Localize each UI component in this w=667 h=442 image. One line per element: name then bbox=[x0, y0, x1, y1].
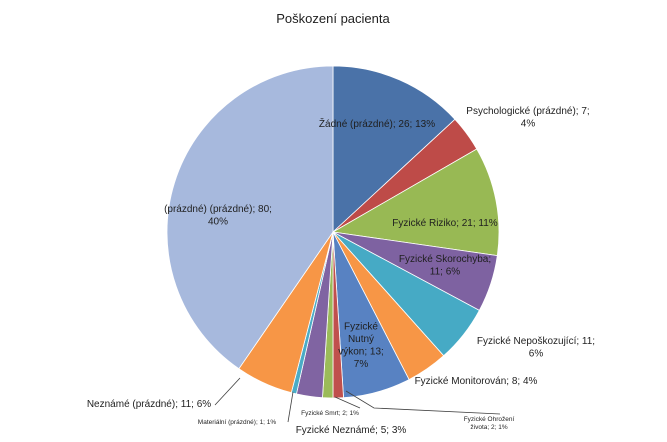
data-label-12: (prázdné) (prázdné); 80; 40% bbox=[164, 204, 272, 228]
data-label-0: Žádné (prázdné); 26; 13% bbox=[319, 117, 435, 130]
data-label-line: Fyzické bbox=[344, 321, 378, 332]
chart-title: Poškození pacienta bbox=[276, 11, 390, 26]
data-label-line: 40% bbox=[208, 216, 228, 227]
data-label-line: Neznámé (prázdné); 11; 6% bbox=[87, 399, 211, 410]
data-label-2: Fyzické Riziko; 21; 11% bbox=[392, 218, 498, 229]
data-label-line: Fyzické Monitorován; 8; 4% bbox=[415, 376, 538, 387]
data-label-line: Nutný bbox=[348, 334, 374, 345]
data-label-3: Fyzické Skorochyba; 11; 6% bbox=[399, 254, 491, 278]
data-label-line: Fyzické Neznámé; 5; 3% bbox=[296, 425, 407, 436]
leader-lines bbox=[214, 377, 501, 423]
data-label-line: Fyzické Nepoškozující; 11; bbox=[477, 336, 595, 347]
data-label-10: Materiální (prázdné); 1; 1% bbox=[198, 419, 277, 426]
data-label-line: výkon; 13; bbox=[338, 346, 384, 357]
data-label-line: Fyzické Skorochyba; bbox=[399, 254, 491, 265]
leader-line-11 bbox=[214, 377, 241, 406]
data-label-11: Neznámé (prázdné); 11; 6% bbox=[87, 399, 211, 410]
data-label-line: Žádné (prázdné); 26; 13% bbox=[319, 117, 435, 130]
leader-line-7 bbox=[345, 390, 501, 415]
data-label-9: Fyzické Neznámé; 5; 3% bbox=[296, 425, 407, 436]
data-label-line: (prázdné) (prázdné); 80; bbox=[164, 204, 272, 215]
data-label-line: 4% bbox=[521, 118, 536, 129]
data-label-7: Fyzické Ohrožení života; 2; 1% bbox=[464, 416, 515, 431]
data-label-line: Psychologické (prázdné); 7; bbox=[466, 106, 589, 117]
pie-slice-12 bbox=[166, 65, 334, 370]
leader-line-10 bbox=[287, 391, 294, 423]
data-label-8: Fyzické Smrt; 2; 1% bbox=[301, 410, 359, 417]
data-label-line: Fyzické Smrt; 2; 1% bbox=[301, 410, 359, 417]
data-label-line: 11; 6% bbox=[430, 266, 460, 277]
data-label-4: Fyzické Nepoškozující; 11; 6% bbox=[477, 336, 595, 360]
pie-slices bbox=[166, 65, 500, 399]
data-label-line: Fyzické Ohrožení bbox=[464, 416, 515, 423]
data-label-5: Fyzické Monitorován; 8; 4% bbox=[415, 376, 538, 387]
data-label-line: Fyzické Riziko; 21; 11% bbox=[392, 218, 498, 229]
data-label-line: 6% bbox=[529, 348, 544, 359]
data-label-line: Materiální (prázdné); 1; 1% bbox=[198, 419, 277, 426]
data-label-1: Psychologické (prázdné); 7; 4% bbox=[466, 106, 589, 130]
data-labels: Žádné (prázdné); 26; 13% Psychologické (p… bbox=[87, 106, 595, 436]
pie-slice-2 bbox=[331, 148, 500, 257]
data-label-line: 7% bbox=[354, 359, 369, 370]
pie-slice-0 bbox=[332, 65, 456, 233]
leader-line-8 bbox=[334, 396, 361, 409]
data-label-line: života; 2; 1% bbox=[470, 424, 507, 431]
data-label-6: Fyzické Nutný výkon; 13; 7% bbox=[338, 321, 384, 370]
